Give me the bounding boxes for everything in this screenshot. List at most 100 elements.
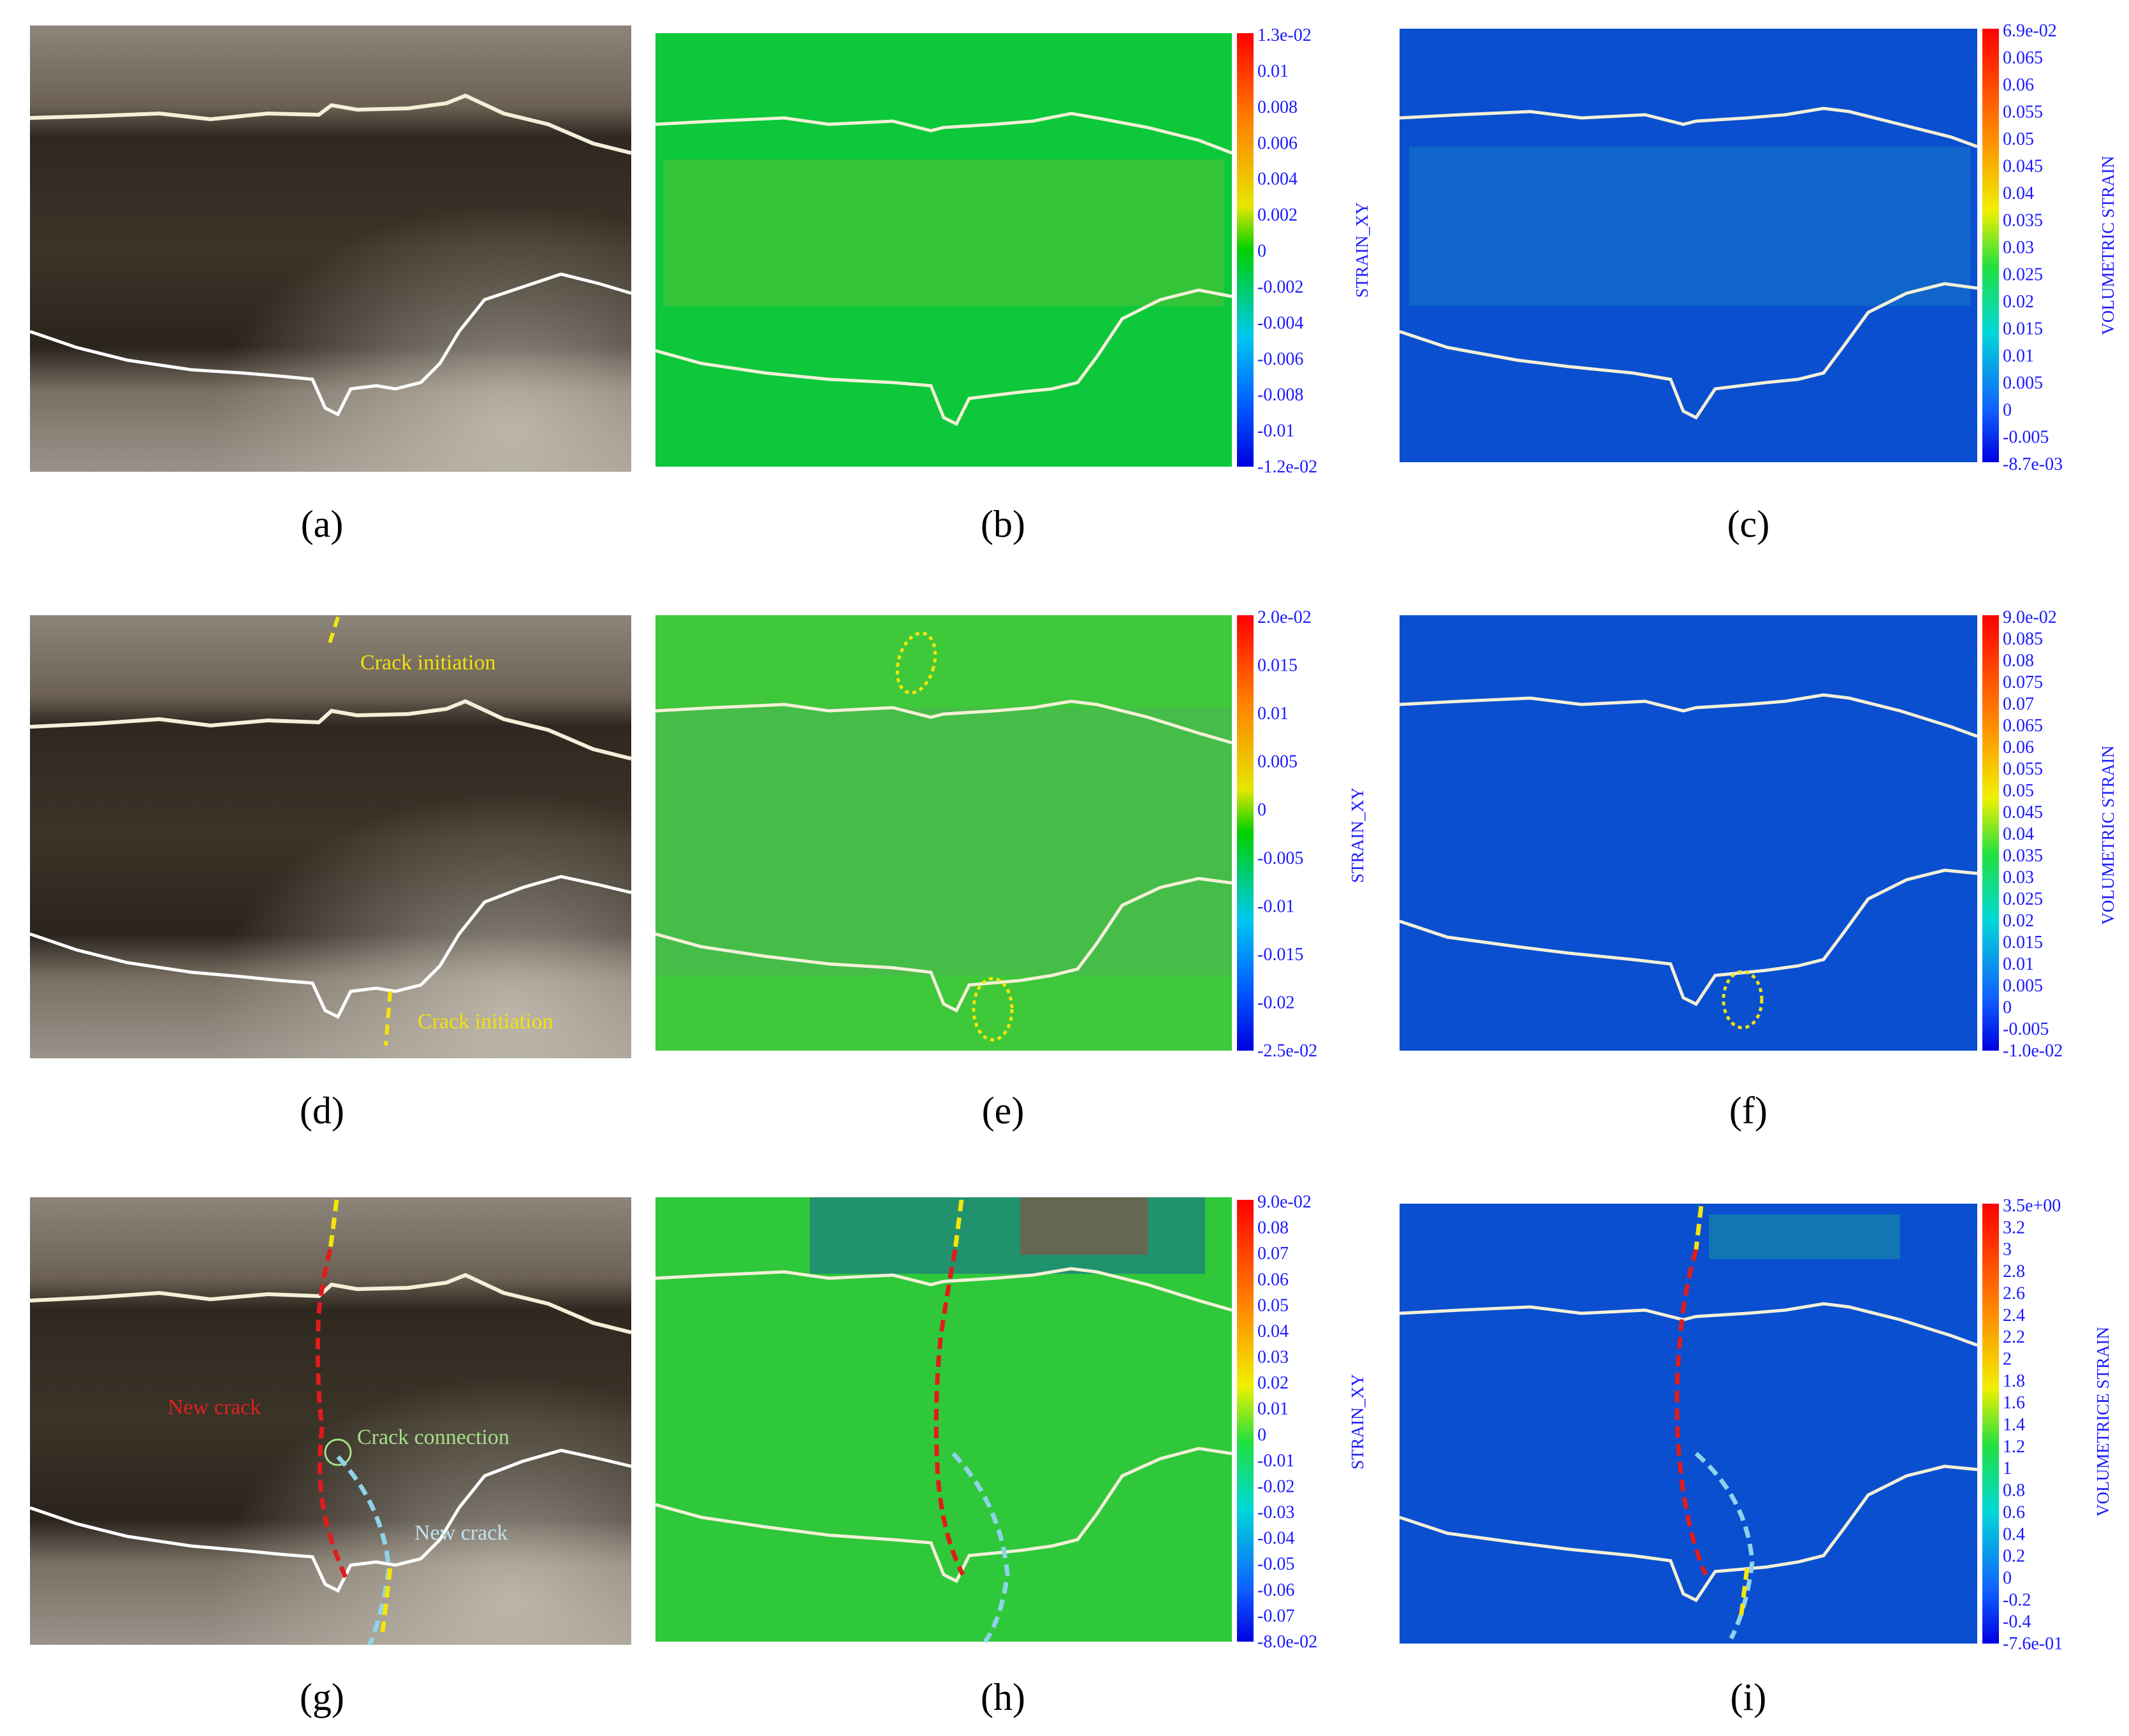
colorbar-c-tick-label: 0.035	[2003, 211, 2043, 231]
lower-boundary-line	[1399, 1464, 1978, 1603]
colorbar-i-tick-label: 0.8	[2003, 1481, 2025, 1501]
panel-h-strain-map	[655, 1197, 1233, 1644]
caption-f: (f)	[1729, 1090, 1767, 1132]
colorbar-h-tick-label: -0.02	[1257, 1477, 1294, 1496]
colorbar-i-tick-label: 2.6	[2003, 1283, 2025, 1303]
upper-boundary-line	[29, 1273, 632, 1334]
colorbar-i-tick-label: 2.2	[2003, 1327, 2025, 1347]
colorbar-b-title: STRAIN_XY	[1352, 202, 1372, 298]
caption-e: (e)	[982, 1090, 1025, 1132]
panel-a-photo	[29, 26, 632, 472]
colorbar-h-tick-label: 0.06	[1257, 1270, 1289, 1290]
colorbar-h-tick-label: 0.02	[1257, 1373, 1289, 1393]
colorbar-e-tick-label: -0.015	[1257, 945, 1303, 965]
upper-boundary-line	[29, 93, 632, 155]
colorbar-c-tick-label: 0.065	[2003, 48, 2043, 68]
colorbar-b-tick-label: 0.004	[1257, 170, 1298, 189]
colorbar-b-tick-label: 0.006	[1257, 133, 1298, 153]
colorbar-f-tick-label: 0.025	[2003, 889, 2043, 909]
colorbar-i-tick-label: 1	[2003, 1459, 2012, 1478]
upper-boundary-line	[29, 699, 632, 761]
colorbar-c-tick-label: 0.055	[2003, 103, 2043, 122]
upper-boundary-line	[1399, 106, 1978, 149]
colorbar-c: 6.9e-02 0.065 0.06 0.055 0.05 0.045 0.04 0.035 0…	[1982, 21, 2118, 474]
lower-boundary-line	[29, 875, 632, 1019]
colorbar-b-tick-label: 1.3e-02	[1257, 26, 1312, 45]
colorbar-h-tick-label: 0	[1257, 1425, 1266, 1445]
colorbar-f-tick-label: 0.07	[2003, 694, 2034, 714]
colorbar-c-tick-label: 0.05	[2003, 129, 2034, 149]
colorbar-b-tick-label: -1.2e-02	[1257, 457, 1317, 477]
colorbar-i-tick-label: -0.4	[2003, 1612, 2031, 1632]
crack-yellow-bottom	[380, 1568, 393, 1633]
colorbar-c-tick-label: 0.025	[2003, 265, 2043, 285]
colorbar-i-tick-label: -7.6e-01	[2003, 1634, 2063, 1654]
highlight-ellipse-bottom	[972, 977, 1014, 1042]
panel-e-strain-map	[655, 615, 1233, 1051]
colorbar-f-tick-label: 0.075	[2003, 673, 2043, 692]
colorbar-h-tick-label: 0.07	[1257, 1244, 1289, 1264]
colorbar-f-tick-label: 0.065	[2003, 716, 2043, 736]
colorbar-i-tick-label: 0	[2003, 1568, 2012, 1588]
upper-boundary-line	[655, 112, 1233, 155]
caption-i: (i)	[1730, 1676, 1767, 1718]
colorbar-f-tick-label: 0.06	[2003, 738, 2034, 757]
panel-f-volumetric-map	[1399, 615, 1978, 1051]
colorbar-i: 3.5e+00 3.2 3 2.8 2.6 2.4 2.221.81.61.41.2 1 0.8…	[1982, 1196, 2112, 1654]
colorbar-e-tick-label: -0.02	[1257, 993, 1294, 1012]
colorbar-e-title: STRAIN_XY	[1348, 787, 1367, 883]
lower-boundary-line	[1399, 868, 1978, 1007]
colorbar-i-tick-label: 1.2	[2003, 1437, 2025, 1457]
crack-initiation-dash-bottom	[384, 991, 392, 1046]
new-crack-red	[315, 1249, 350, 1582]
colorbar-h-tick-label: 0.04	[1257, 1322, 1289, 1341]
lower-boundary-line	[29, 1448, 632, 1593]
colorbar-b-tick-label: 0.008	[1257, 98, 1298, 117]
colorbar-f-tick-label: 0.055	[2003, 759, 2043, 779]
colorbar-f-tick-label: 0.085	[2003, 629, 2043, 649]
panel-c-volumetric-map	[1399, 29, 1978, 462]
colorbar-b: 1.3e-02 0.01 0.008 0.006 0.004 0.002 0 -0.002 -0…	[1237, 26, 1372, 477]
colorbar-e-tick-label: 0	[1257, 800, 1266, 820]
lower-boundary-line	[1399, 282, 1978, 420]
crack-yellow-top	[953, 1199, 964, 1250]
caption-c: (c)	[1727, 503, 1770, 545]
colorbar-i-tick-label: 2.8	[2003, 1262, 2025, 1281]
colorbar-c-tick-label: 0.045	[2003, 157, 2043, 177]
crack-yellow-top	[1694, 1206, 1704, 1250]
lower-boundary-line	[655, 288, 1233, 427]
annotation-new-crack-red: New crack	[168, 1396, 261, 1419]
colorbar-f-tick-label: 0.005	[2003, 976, 2043, 996]
colorbar-c-tick-label: 0.01	[2003, 346, 2034, 366]
colorbar-b-tick-label: -0.01	[1257, 421, 1294, 441]
colorbar-c-tick-label: 0	[2003, 400, 2012, 420]
colorbar-b-tick-label: -0.004	[1257, 313, 1303, 333]
lower-boundary-line	[29, 272, 632, 417]
colorbar-b-tick-label: -0.006	[1257, 349, 1303, 369]
new-crack-red	[933, 1249, 965, 1576]
colorbar-i-tick-label: 1.8	[2003, 1371, 2025, 1391]
colorbar-f-title: VOLUMETRIC STRAIN	[2098, 745, 2118, 924]
colorbar-b-tick-label: -0.002	[1257, 277, 1303, 297]
annotation-crack-initiation-top: Crack initiation	[360, 651, 495, 675]
colorbar-b-tick-label: 0.01	[1257, 61, 1289, 81]
colorbar-i-tick-label: 0.2	[2003, 1547, 2025, 1566]
colorbar-c-tick-label: -8.7e-03	[2003, 455, 2063, 474]
colorbar-i-tick-label: 2	[2003, 1349, 2012, 1369]
colorbar-h-tick-label: 9.0e-02	[1257, 1192, 1312, 1212]
colorbar-f-tick-label: 9.0e-02	[2003, 608, 2057, 627]
crack-yellow-bottom	[1738, 1568, 1750, 1620]
panel-d-photo: Crack initiation Crack initiation	[29, 615, 632, 1058]
new-crack-blue	[336, 1455, 391, 1646]
colorbar-h-tick-label: -8.0e-02	[1257, 1632, 1317, 1652]
colorbar-f-tick-label: 0.035	[2003, 846, 2043, 866]
highlight-ellipse-top	[895, 631, 937, 695]
panel-b-strain-map	[655, 33, 1233, 467]
colorbar-c-tick-label: 0.015	[2003, 319, 2043, 339]
colorbar-i-tick-label: 3.2	[2003, 1218, 2025, 1237]
colorbar-f-tick-label: 0.015	[2003, 933, 2043, 952]
colorbar-f-tick-label: 0	[2003, 998, 2012, 1018]
panel-i-volumetric-map	[1399, 1204, 1978, 1644]
caption-a: (a)	[301, 503, 344, 545]
colorbar-c-tick-label: 0.06	[2003, 75, 2034, 95]
